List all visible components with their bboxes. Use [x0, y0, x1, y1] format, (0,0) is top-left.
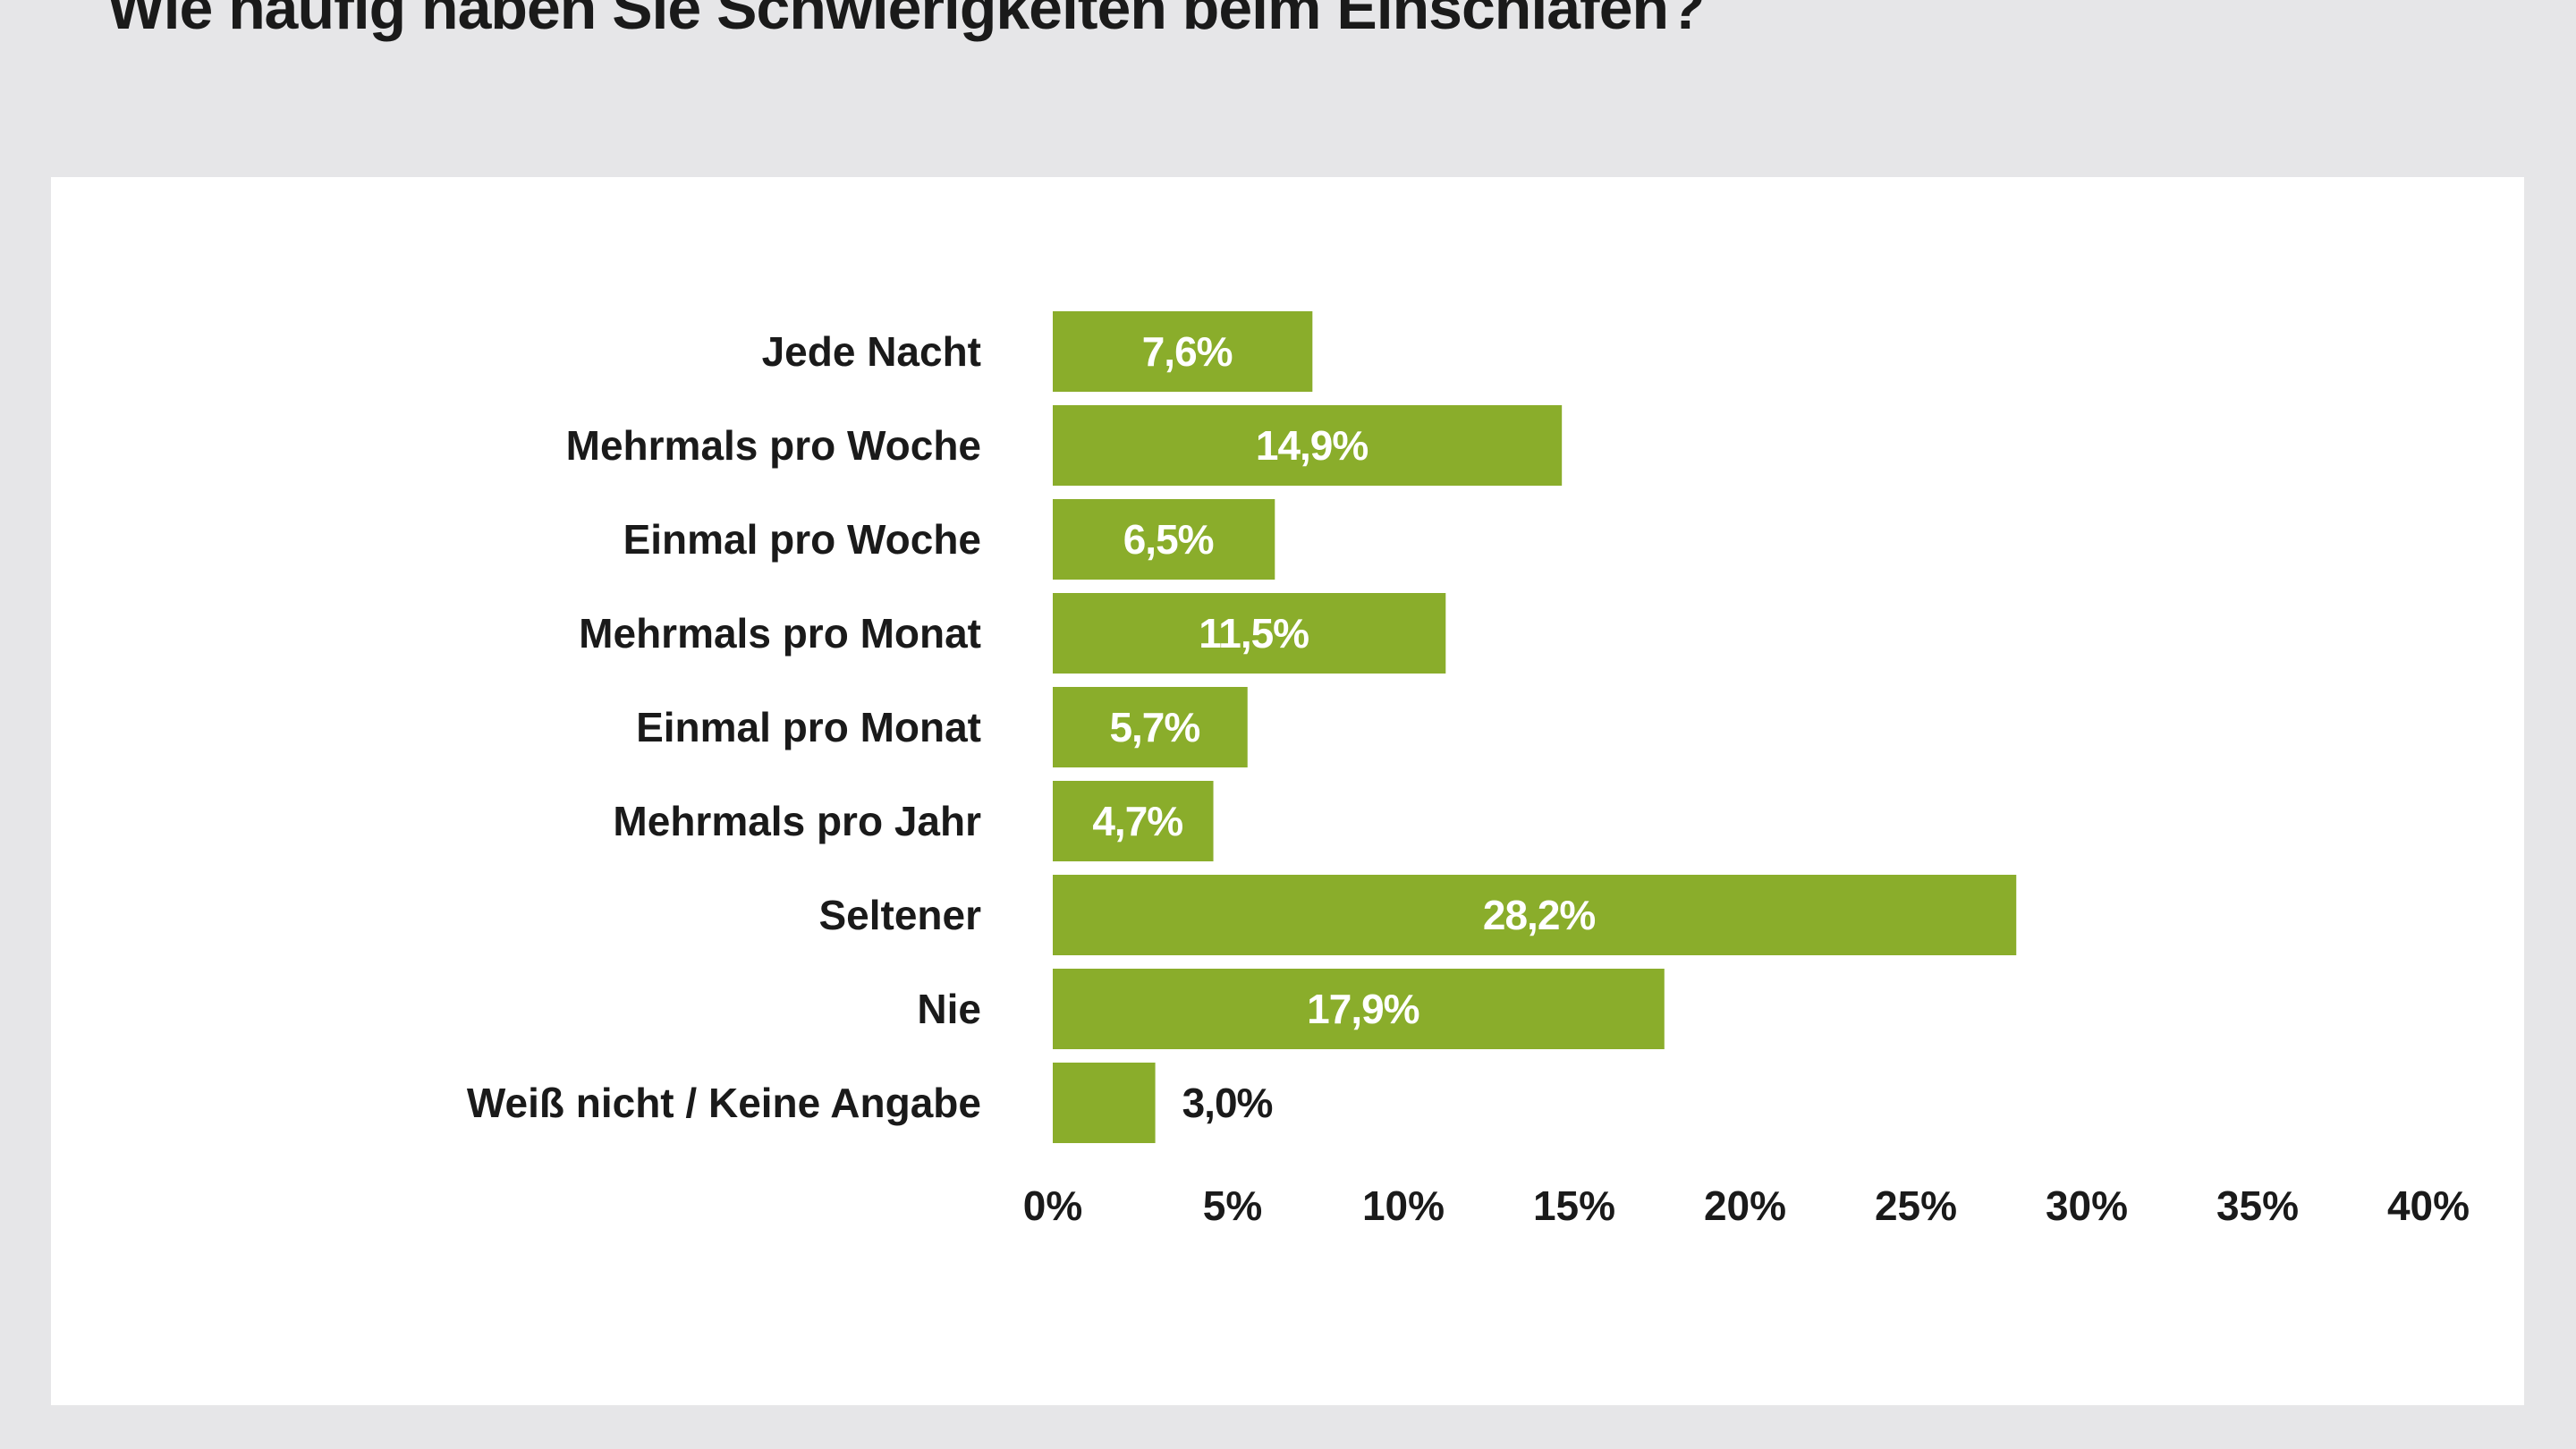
category-label: Mehrmals pro Jahr: [613, 798, 981, 844]
data-label: 17,9%: [1307, 986, 1419, 1032]
chart-title: Wie häufig haben Sie Schwierigkeiten bei…: [107, 0, 1706, 42]
data-label: 6,5%: [1123, 516, 1214, 563]
x-tick-label: 30%: [2046, 1182, 2128, 1229]
x-tick-label: 20%: [1704, 1182, 1786, 1229]
data-label: 28,2%: [1483, 892, 1596, 938]
bar: [1053, 499, 1275, 580]
bar: [1053, 875, 2017, 955]
data-label: 7,6%: [1142, 328, 1233, 375]
bar: [1053, 781, 1214, 861]
x-tick-label: 0%: [1023, 1182, 1082, 1229]
x-tick-label: 15%: [1533, 1182, 1615, 1229]
category-label: Seltener: [818, 892, 981, 938]
data-label: 5,7%: [1109, 704, 1199, 750]
category-label: Nie: [917, 986, 981, 1032]
category-label: Einmal pro Monat: [636, 704, 981, 750]
category-label: Weiß nicht / Keine Angabe: [467, 1080, 981, 1126]
category-label: Einmal pro Woche: [623, 516, 981, 563]
bar: [1053, 687, 1248, 767]
data-label: 11,5%: [1199, 610, 1309, 657]
bar: [1053, 1063, 1156, 1143]
data-label: 4,7%: [1092, 798, 1182, 844]
bar: [1053, 405, 1563, 486]
x-tick-label: 10%: [1362, 1182, 1445, 1229]
x-tick-label: 25%: [1875, 1182, 1957, 1229]
bar: [1053, 593, 1446, 674]
category-label: Jede Nacht: [762, 328, 981, 375]
data-label: 3,0%: [1182, 1080, 1273, 1126]
x-tick-label: 35%: [2216, 1182, 2299, 1229]
bar: [1053, 969, 1665, 1049]
x-tick-label: 40%: [2387, 1182, 2470, 1229]
bar: [1053, 311, 1313, 392]
x-tick-label: 5%: [1203, 1182, 1262, 1229]
data-label: 14,9%: [1256, 422, 1368, 469]
category-label: Mehrmals pro Monat: [579, 610, 981, 657]
category-label: Mehrmals pro Woche: [566, 422, 981, 469]
